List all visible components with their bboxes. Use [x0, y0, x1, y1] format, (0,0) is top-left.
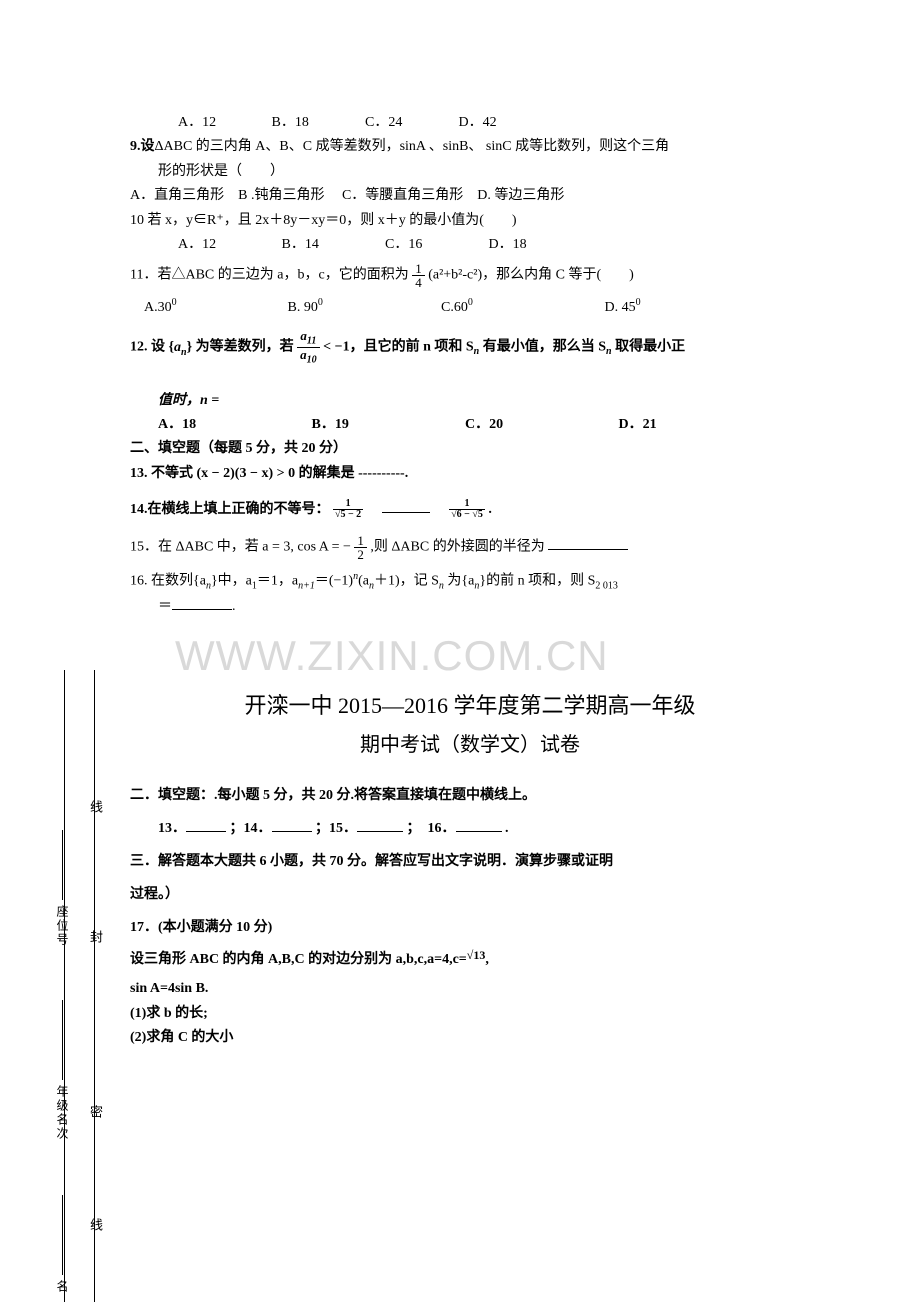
q8-opt-c: C．24: [365, 112, 455, 134]
gutter-xian-1: 线: [86, 800, 105, 817]
q17-l3: (1)求 b 的长;: [130, 1003, 810, 1025]
q14-rfrac: 1 √6 − √5: [449, 499, 485, 520]
fill-row: 13． ；14． ；15． ； 16． .: [130, 814, 810, 845]
q11-pre: 11．若△ABC 的三边为 a，b，c，它的面积为: [130, 268, 412, 283]
q11-den: 4: [412, 276, 425, 289]
q17-l4: (2)求角 C 的大小: [130, 1027, 810, 1049]
blank-ming: [62, 1195, 63, 1275]
q12-tail2: 取得最小正: [612, 340, 686, 355]
q11-frac: 1 4: [412, 262, 425, 289]
q14-blank: [382, 499, 430, 513]
q10-a: A．12: [178, 234, 278, 256]
q12-an: an: [174, 340, 187, 355]
q10-stem: 10 若 x，y∈R⁺，且 2x＋8y－xy＝0，则 x＋y 的最小值为( ): [130, 210, 810, 232]
q10-d: D．18: [489, 234, 527, 256]
page-subtitle: 期中考试（数学文）试卷: [130, 728, 810, 757]
blank-14: [272, 818, 312, 832]
gutter-xian-2: 线: [86, 1218, 105, 1235]
q10-c: C．16: [385, 234, 485, 256]
q15-mid: ,则 ΔABC 的外接圆的半径为: [370, 539, 544, 554]
q10-b: B．14: [282, 234, 382, 256]
q15: 15．在 ΔABC 中，若 a = 3, cos A = − 1 2 ,则 ΔA…: [130, 534, 810, 561]
q9-options: A．直角三角形 B .钝角三角形 C．等腰直角三角形 D. 等边三角形: [130, 185, 810, 207]
q17-l1: 设三角形 ABC 的内角 A,B,C 的对边分别为 a,b,c,a=4,c=√1…: [130, 945, 810, 976]
q8-opt-b: B．18: [272, 112, 362, 134]
q11-num: 1: [412, 262, 425, 276]
label-zuowei: 座位号: [54, 905, 71, 947]
q12-mid1: } 为等差数列，若: [187, 340, 298, 355]
q12-d: D．21: [619, 414, 657, 436]
q9-mid: 的三内角 A、B、C 成等差数列，sinA 、sinB、 sinC 成等比数列，…: [192, 139, 669, 154]
page-title: 开滦一中 2015—2016 学年度第二学期高一年级: [130, 688, 810, 720]
q12-a: A．18: [158, 414, 308, 436]
q9-tri: ΔABC: [155, 139, 193, 154]
q9-num: 9.设: [130, 139, 155, 154]
q12-num: a11: [297, 329, 320, 348]
q16-l2: ＝.: [130, 596, 810, 618]
sec3-heading: 三．解答题本大题共 6 小题，共 70 分。解答应写出文字说明．演算步骤或证明: [130, 847, 810, 878]
q12-stem: 12. 设 {an} 为等差数列，若 a11 a10 < −1，且它的前 n 项…: [130, 329, 810, 365]
q14: 14.在横线上填上正确的不等号： 1 √5 − 2 1 √6 − √5 .: [130, 499, 810, 521]
q12-den: a10: [297, 348, 320, 366]
gutter-line-2: [94, 670, 95, 1302]
q12-c: C．20: [465, 414, 615, 436]
q12-post: ，且它的前 n 项和 S: [350, 340, 474, 355]
q17-head: 17．(本小题满分 10 分): [130, 913, 810, 944]
label-ming: 名: [54, 1280, 71, 1294]
sec2-heading: 二、填空题（每题 5 分，共 20 分）: [130, 438, 810, 460]
q11-post: (a²+b²-c²)，那么内角 C 等于( ): [428, 268, 634, 283]
gutter-mi: 密: [86, 1105, 105, 1122]
label-nianji: 年级名次: [54, 1085, 71, 1141]
q12-b: B．19: [312, 414, 462, 436]
q14-lfrac: 1 √5 − 2: [333, 499, 363, 520]
q17-l2: sin A=4sin B.: [130, 978, 810, 1000]
q12-options: A．18 B．19 C．20 D．21: [130, 414, 810, 436]
q15-blank: [548, 536, 628, 550]
exam-page: A．12 B．18 C．24 D．42 9.设ΔABC 的三内角 A、B、C 成…: [130, 110, 810, 1051]
q11-c: C.600: [441, 295, 601, 319]
q15-pre: 15．在 ΔABC 中，若 a = 3, cos A = −: [130, 539, 354, 554]
blank-nianji: [62, 1000, 63, 1080]
gutter-line-1: [64, 670, 65, 1302]
blank-13: [186, 818, 226, 832]
q8-opt-a: A．12: [178, 112, 268, 134]
q12-tail: 有最小值，那么当 S: [479, 340, 606, 355]
q17-sqrt: √13: [467, 948, 486, 962]
q12-frac: a11 a10: [297, 329, 320, 365]
blank-zuowei: [62, 830, 63, 900]
q10-options: A．12 B．14 C．16 D．18: [130, 234, 810, 256]
q9-stem-2: 形的形状是（ ）: [130, 161, 810, 183]
gutter-feng: 封: [86, 930, 105, 947]
q16-blank: [172, 596, 232, 610]
q9-stem-1: 9.设ΔABC 的三内角 A、B、C 成等差数列，sinA 、sinB、 sin…: [130, 136, 810, 158]
q11-d: D. 450: [605, 295, 641, 319]
q11-b: B. 900: [288, 295, 438, 319]
sec3-heading2: 过程。）: [130, 880, 810, 911]
q11-a: A.300: [144, 295, 284, 319]
q11-options: A.300 B. 900 C.600 D. 450: [130, 295, 810, 319]
q11-stem: 11．若△ABC 的三边为 a，b，c，它的面积为 1 4 (a²+b²-c²)…: [130, 262, 810, 289]
fill-heading: 二．填空题：.每小题 5 分，共 20 分.将答案直接填在题中横线上。: [130, 781, 810, 812]
blank-16: [456, 818, 502, 832]
q8-options: A．12 B．18 C．24 D．42: [130, 112, 810, 134]
q14-tail: .: [488, 502, 492, 517]
q12-pre: 12. 设 {: [130, 340, 174, 355]
q12-line2: 值时，n =: [130, 390, 810, 412]
q14-pre: 14.在横线上填上正确的不等号：: [130, 502, 333, 517]
q8-opt-d: D．42: [459, 112, 497, 134]
q15-frac: 1 2: [354, 534, 367, 561]
blank-15: [357, 818, 403, 832]
binding-gutter: 线 封 密 线 座位号 年级名次 名: [14, 630, 114, 1302]
q16-l1: 16. 在数列{an}中，a1＝1，an+1＝(−1)n(an＋1)，记 Sn …: [130, 569, 810, 594]
q13: 13. 不等式 (x − 2)(3 − x) > 0 的解集是 --------…: [130, 463, 810, 485]
q12-lt: < −1: [323, 340, 349, 355]
